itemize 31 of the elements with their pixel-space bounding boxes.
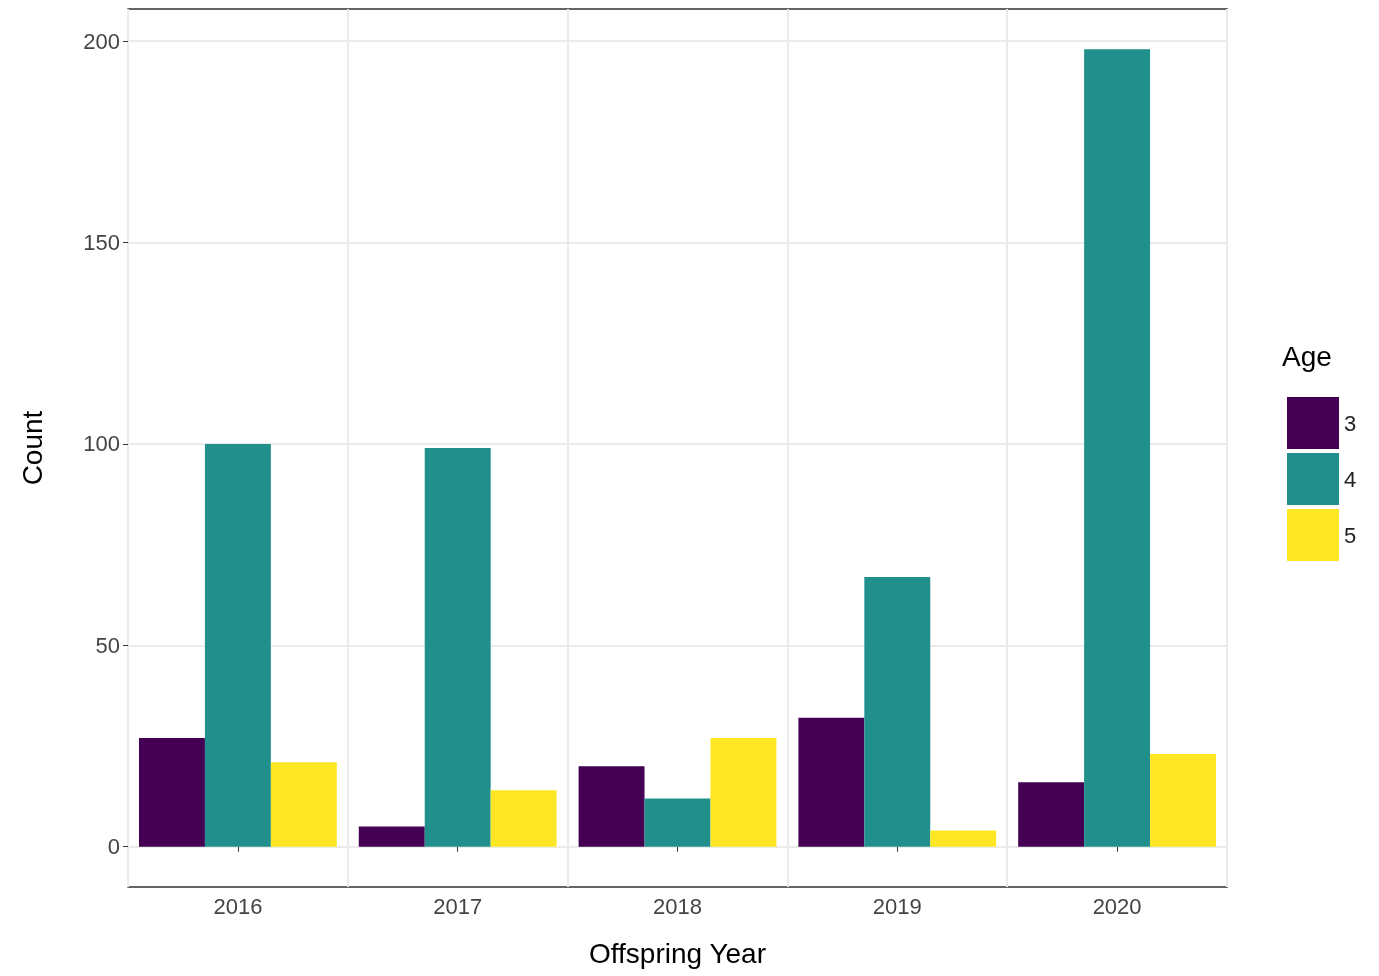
- x-tick-label: 2016: [213, 893, 263, 919]
- bar: [204, 443, 271, 847]
- y-tick-label: 100: [83, 431, 120, 457]
- bar: [930, 830, 997, 847]
- bar: [490, 790, 557, 847]
- bar: [424, 448, 491, 847]
- y-tick-label: 50: [95, 632, 120, 658]
- bar: [578, 766, 645, 847]
- x-tick-label: 2017: [433, 893, 483, 919]
- legend-title: Age: [1282, 340, 1332, 372]
- x-axis-title: Offspring Year: [589, 937, 766, 969]
- x-tick-label: 2020: [1092, 893, 1142, 919]
- bar: [710, 737, 777, 847]
- bar: [798, 717, 865, 847]
- bar: [864, 576, 931, 847]
- bar: [358, 826, 425, 847]
- bar: [1150, 754, 1217, 847]
- bar: [1084, 49, 1151, 847]
- bar: [138, 737, 205, 847]
- bar: [644, 798, 711, 847]
- bar: [1018, 782, 1085, 847]
- x-tick-label: 2018: [653, 893, 702, 919]
- legend-label: 3: [1344, 410, 1357, 436]
- y-axis-title: Count: [16, 410, 48, 486]
- x-tick-label: 2019: [872, 893, 922, 919]
- legend-label: 4: [1344, 466, 1357, 492]
- y-tick-label: 150: [83, 230, 120, 256]
- legend-label: 5: [1344, 522, 1357, 548]
- bar: [270, 762, 337, 847]
- y-tick-label: 0: [107, 834, 120, 860]
- y-tick-label: 200: [83, 28, 120, 54]
